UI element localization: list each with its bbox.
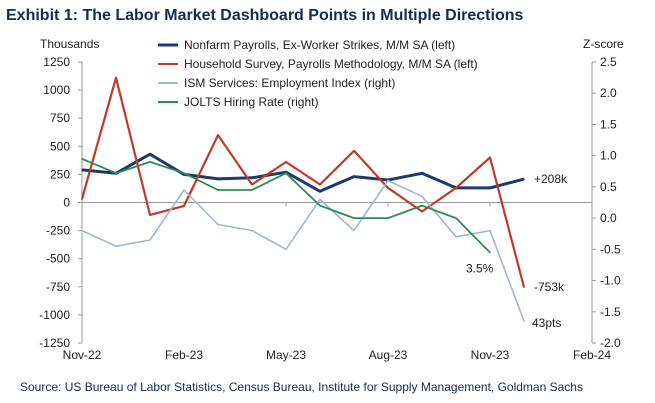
data-point bbox=[217, 189, 219, 191]
left-tick-label: 1000 bbox=[43, 83, 70, 97]
left-tick-label: 0 bbox=[63, 196, 70, 210]
legend: Nonfarm Payrolls, Ex-Worker Strikes, M/M… bbox=[158, 38, 478, 109]
right-tick-label: 2.5 bbox=[600, 55, 617, 69]
data-point bbox=[387, 187, 389, 189]
x-tick-label: Feb-24 bbox=[573, 348, 611, 362]
data-point bbox=[217, 134, 219, 136]
data-point bbox=[421, 210, 423, 213]
data-point bbox=[455, 217, 457, 219]
data-point bbox=[285, 172, 287, 174]
right-tick-label: 1.5 bbox=[600, 117, 617, 131]
left-tick-label: 750 bbox=[50, 111, 70, 125]
data-point bbox=[81, 229, 83, 232]
data-point bbox=[455, 187, 457, 189]
data-point bbox=[353, 229, 355, 232]
data-point bbox=[387, 179, 389, 182]
legend-label-3: ISM Services: Employment Index (right) bbox=[184, 76, 395, 90]
data-point bbox=[217, 223, 219, 226]
data-point bbox=[489, 156, 491, 159]
annotations: +208k -753k 3.5% 43pts bbox=[466, 172, 568, 330]
data-point bbox=[183, 205, 185, 207]
right-tick-label: 2.0 bbox=[600, 86, 617, 100]
data-point bbox=[489, 251, 491, 254]
data-point bbox=[251, 176, 253, 179]
label-nonfarm-end: +208k bbox=[534, 172, 568, 186]
data-point bbox=[523, 286, 525, 288]
source-note: Source: US Bureau of Labor Statistics, C… bbox=[20, 380, 583, 394]
legend-label-4: JOLTS Hiring Rate (right) bbox=[184, 95, 318, 109]
right-tick-label: -1.5 bbox=[600, 305, 621, 319]
right-axis-label: Z-score bbox=[583, 37, 624, 51]
right-tick-label: -1.0 bbox=[600, 274, 621, 288]
data-point bbox=[489, 187, 491, 189]
data-point bbox=[217, 178, 219, 180]
data-point bbox=[81, 157, 83, 160]
data-point bbox=[421, 204, 423, 207]
x-tick-label: May-23 bbox=[266, 348, 306, 362]
data-point bbox=[115, 245, 117, 248]
data-point bbox=[319, 183, 321, 186]
data-point bbox=[353, 149, 355, 152]
data-point bbox=[251, 189, 253, 191]
data-point bbox=[489, 229, 491, 232]
data-point bbox=[285, 161, 287, 163]
data-point bbox=[149, 153, 151, 155]
data-point bbox=[81, 169, 83, 171]
data-point bbox=[115, 172, 117, 174]
data-point bbox=[149, 214, 151, 216]
data-point bbox=[183, 172, 185, 174]
left-axis-label: Thousands bbox=[40, 37, 99, 51]
series-layer bbox=[80, 76, 526, 322]
left-tick-label: -500 bbox=[46, 252, 70, 266]
x-tick-label: Nov-22 bbox=[63, 348, 102, 362]
right-tick-label: 0.5 bbox=[600, 180, 617, 194]
data-point bbox=[81, 198, 83, 200]
label-ism-end: 43pts bbox=[532, 316, 561, 330]
x-tick-label: Nov-23 bbox=[471, 348, 510, 362]
x-tick-label: Aug-23 bbox=[369, 348, 408, 362]
left-tick-label: 500 bbox=[50, 139, 70, 153]
chart-title: Exhibit 1: The Labor Market Dashboard Po… bbox=[6, 7, 524, 24]
left-tick-label: -1250 bbox=[39, 336, 70, 350]
data-point bbox=[353, 175, 355, 178]
left-tick-label: -750 bbox=[46, 280, 70, 294]
data-point bbox=[523, 320, 525, 322]
data-point bbox=[455, 236, 457, 238]
data-point bbox=[285, 248, 287, 251]
right-tick-label: -2.0 bbox=[600, 336, 621, 350]
data-point bbox=[319, 198, 321, 201]
data-point bbox=[353, 217, 355, 219]
left-tick-label: -1000 bbox=[39, 308, 70, 322]
axes: Thousands Z-score 1250 1000 750 500 250 0 -250 -5… bbox=[39, 37, 624, 362]
left-tick-label: 250 bbox=[50, 167, 70, 181]
right-tick-label: 0.0 bbox=[600, 211, 617, 225]
label-jolts-end: 3.5% bbox=[466, 261, 494, 275]
data-point bbox=[251, 229, 253, 232]
label-household-end: -753k bbox=[534, 280, 565, 294]
series-line-2 bbox=[80, 76, 526, 288]
x-tick-label: Feb-23 bbox=[165, 348, 203, 362]
data-point bbox=[319, 204, 321, 207]
data-point bbox=[523, 178, 525, 180]
data-point bbox=[421, 172, 423, 175]
data-point bbox=[387, 217, 389, 219]
data-point bbox=[149, 239, 151, 241]
data-point bbox=[115, 76, 117, 79]
series-line-3 bbox=[81, 179, 525, 322]
left-tick-label: 1250 bbox=[43, 55, 70, 69]
legend-label-1: Nonfarm Payrolls, Ex-Worker Strikes, M/M… bbox=[184, 38, 455, 52]
data-point bbox=[251, 183, 253, 186]
legend-label-2: Household Survey, Payrolls Methodology, … bbox=[184, 57, 478, 71]
data-point bbox=[319, 190, 321, 193]
data-point bbox=[421, 195, 423, 198]
data-point bbox=[183, 189, 185, 191]
data-point bbox=[149, 161, 151, 163]
right-tick-label: 1.0 bbox=[600, 149, 617, 163]
left-tick-label: -250 bbox=[46, 224, 70, 238]
right-tick-label: -0.5 bbox=[600, 242, 621, 256]
series-line-1 bbox=[81, 152, 525, 193]
